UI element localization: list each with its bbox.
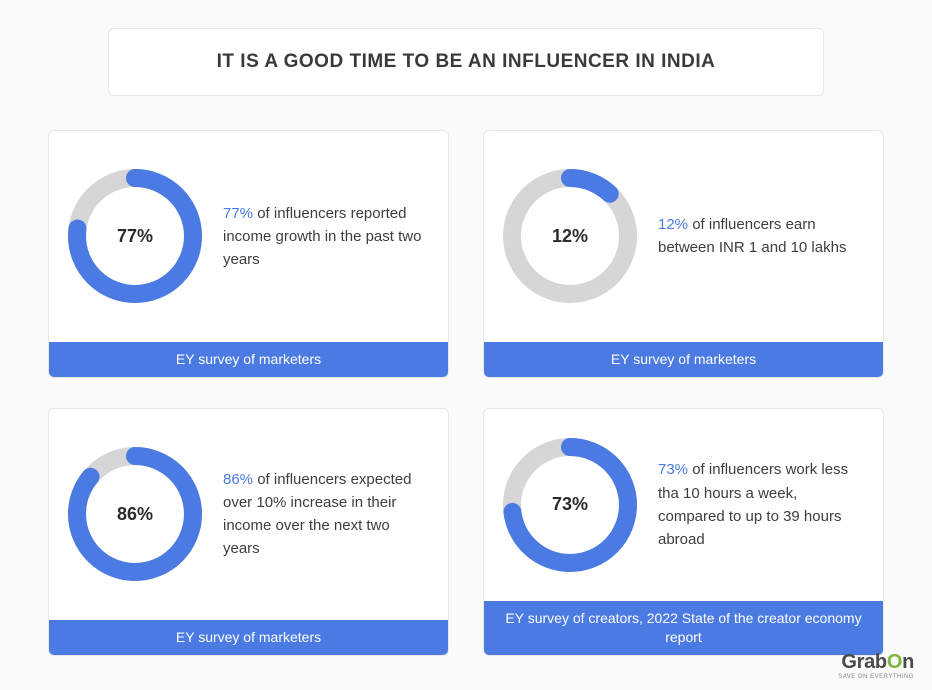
stat-highlight: 77%: [223, 205, 253, 222]
stat-highlight: 12%: [658, 216, 688, 233]
source-bar: EY survey of marketers: [484, 342, 883, 377]
brand-pre: Grab: [841, 651, 886, 673]
stat-description: 77% of influencers reported income growt…: [223, 202, 426, 272]
brand-accent: O: [887, 651, 902, 673]
stat-card: 77% 77% of influencers reported income g…: [48, 130, 449, 378]
stat-description: 12% of influencers earn between INR 1 an…: [658, 213, 861, 260]
brand-tagline: SAVE ON EVERYTHING: [838, 674, 914, 680]
donut-percent-label: 77%: [65, 166, 205, 306]
stat-card: 73% 73% of influencers work less tha 10 …: [483, 408, 884, 656]
card-body: 73% 73% of influencers work less tha 10 …: [484, 409, 883, 601]
donut-chart: 12%: [500, 166, 640, 306]
card-grid: 77% 77% of influencers reported income g…: [48, 130, 884, 656]
card-body: 12% 12% of influencers earn between INR …: [484, 131, 883, 342]
stat-description: 86% of influencers expected over 10% inc…: [223, 468, 426, 561]
brand-post: n: [902, 651, 914, 673]
stat-rest: of influencers reported income growth in…: [223, 205, 421, 269]
donut-chart: 86%: [65, 444, 205, 584]
stat-highlight: 86%: [223, 471, 253, 488]
stat-card: 12% 12% of influencers earn between INR …: [483, 130, 884, 378]
stat-description: 73% of influencers work less tha 10 hour…: [658, 458, 861, 551]
donut-chart: 77%: [65, 166, 205, 306]
title-box: IT IS A GOOD TIME TO BE AN INFLUENCER IN…: [108, 28, 824, 96]
card-body: 77% 77% of influencers reported income g…: [49, 131, 448, 342]
source-bar: EY survey of creators, 2022 State of the…: [484, 601, 883, 655]
brand-logo-text: GrabOn: [838, 652, 914, 672]
donut-percent-label: 73%: [500, 435, 640, 575]
donut-percent-label: 86%: [65, 444, 205, 584]
donut-chart: 73%: [500, 435, 640, 575]
card-body: 86% 86% of influencers expected over 10%…: [49, 409, 448, 620]
page-title: IT IS A GOOD TIME TO BE AN INFLUENCER IN…: [119, 51, 813, 73]
branding: GrabOn SAVE ON EVERYTHING: [838, 652, 914, 680]
stat-card: 86% 86% of influencers expected over 10%…: [48, 408, 449, 656]
stat-highlight: 73%: [658, 461, 688, 478]
source-bar: EY survey of marketers: [49, 620, 448, 655]
donut-percent-label: 12%: [500, 166, 640, 306]
source-bar: EY survey of marketers: [49, 342, 448, 377]
